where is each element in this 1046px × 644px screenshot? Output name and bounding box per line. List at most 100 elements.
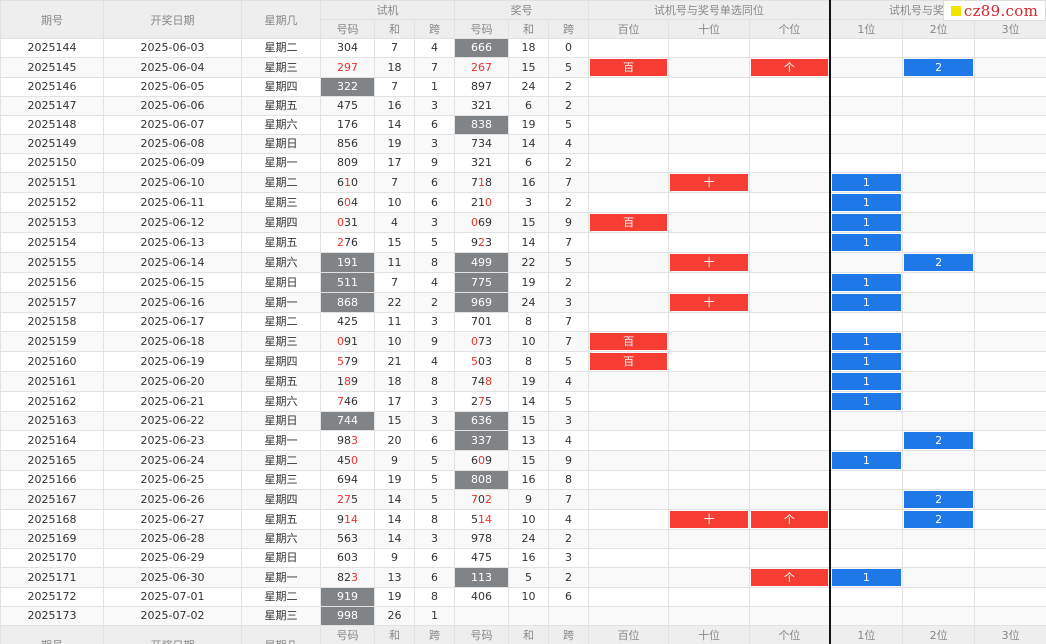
prize-code-cell: 808 [454, 470, 510, 490]
tens-hit-cell: 十 [668, 172, 751, 193]
prize-span-cell: 5 [548, 391, 590, 412]
pos3-hit-cell [974, 391, 1046, 412]
trial-span-cell: 6 [413, 548, 456, 568]
prize-sum-cell: 14 [508, 232, 550, 253]
table-row: 2025166 2025-06-25 星期三 694 19 5 808 16 8 [0, 470, 1046, 490]
digit: 7 [478, 334, 486, 348]
date-cell: 2025-06-12 [103, 212, 242, 233]
pos1-hit-cell: 1 [828, 292, 904, 313]
digit: 8 [344, 433, 351, 447]
period-cell: 2025162 [0, 391, 104, 412]
pos3-hit-cell [974, 153, 1046, 173]
weekday-cell: 星期二 [241, 587, 321, 607]
digit: 4 [344, 394, 351, 408]
weekday-cell: 星期日 [241, 548, 321, 568]
pos1-hit-cell: 1 [828, 351, 904, 372]
date-cell: 2025-06-15 [103, 272, 242, 293]
digit: 0 [351, 175, 358, 189]
pos3-hit-cell [974, 509, 1046, 530]
ones-hit-cell [749, 252, 831, 273]
trial-sum-cell: 16 [374, 96, 415, 116]
footer-trial-code: 号码 [320, 625, 375, 644]
period-cell: 2025144 [0, 38, 104, 58]
ones-hit-cell: 个 [749, 509, 831, 530]
footer-prize-code: 号码 [454, 625, 510, 644]
table-row: 2025172 2025-07-01 星期二 919 19 8 406 10 6 [0, 587, 1046, 607]
digit: 3 [351, 570, 358, 584]
pos2-hit-cell [902, 606, 976, 626]
hundreds-hit-cell [588, 450, 670, 471]
prize-span-cell: 2 [548, 96, 590, 116]
trial-span-cell: 8 [413, 252, 456, 273]
weekday-cell: 星期五 [241, 371, 321, 392]
digit: 0 [485, 195, 493, 209]
header-prize-sum: 和 [508, 19, 550, 39]
prize-span-cell: 4 [548, 509, 590, 530]
trial-sum-cell: 9 [374, 548, 415, 568]
digit: 1 [351, 334, 358, 348]
pos1-hit-cell: 1 [828, 450, 904, 471]
weekday-cell: 星期三 [241, 331, 321, 352]
tens-hit-cell [668, 411, 751, 431]
ones-hit-cell [749, 587, 831, 607]
prize-span-cell: 9 [548, 450, 590, 471]
period-cell: 2025150 [0, 153, 104, 173]
header-hundreds: 百位 [588, 19, 670, 39]
digit: 4 [351, 512, 358, 526]
period-cell: 2025157 [0, 292, 104, 313]
tens-hit-cell [668, 351, 751, 372]
tens-hit-cell [668, 232, 751, 253]
weekday-cell: 星期六 [241, 252, 321, 273]
tens-hit-cell [668, 450, 751, 471]
digit: 1 [337, 374, 344, 388]
tens-hit-cell-chip: 十 [670, 294, 749, 311]
pos3-hit-cell [974, 96, 1046, 116]
period-cell: 2025159 [0, 331, 104, 352]
site-logo[interactable]: cz89.com [943, 0, 1046, 21]
trial-span-cell: 7 [413, 57, 456, 78]
pos1-hit-cell [828, 411, 904, 431]
hundreds-hit-cell [588, 252, 670, 273]
hundreds-hit-cell: 百 [588, 57, 670, 78]
digit: 5 [485, 394, 493, 408]
trial-span-cell: 3 [413, 411, 456, 431]
ones-hit-cell [749, 172, 831, 193]
digit: 7 [344, 354, 351, 368]
hundreds-hit-cell [588, 172, 670, 193]
pos3-hit-cell [974, 351, 1046, 372]
prize-sum-cell: 8 [508, 312, 550, 332]
date-cell: 2025-07-02 [103, 606, 242, 626]
ones-hit-cell [749, 351, 831, 372]
pos1-hit-cell: 1 [828, 192, 904, 213]
prize-sum-cell: 24 [508, 529, 550, 549]
pos1-hit-cell: 1 [828, 391, 904, 412]
trial-code-cell: 694 [320, 470, 375, 490]
digit: 5 [351, 492, 358, 506]
trial-sum-cell: 18 [374, 371, 415, 392]
prize-code-cell: 267 [454, 57, 510, 78]
digit: 9 [351, 354, 358, 368]
trial-sum-cell: 21 [374, 351, 415, 372]
tens-hit-cell [668, 192, 751, 213]
prize-code-cell: 897 [454, 77, 510, 97]
pos2-hit-cell [902, 134, 976, 154]
period-cell: 2025169 [0, 529, 104, 549]
header-period: 期号 [0, 0, 104, 39]
period-cell: 2025164 [0, 430, 104, 451]
tens-hit-cell [668, 391, 751, 412]
digit: 1 [344, 512, 351, 526]
table-row: 2025148 2025-06-07 星期六 176 14 6 838 19 5 [0, 115, 1046, 135]
prize-code-cell: 503 [454, 351, 510, 372]
prize-sum-cell: 8 [508, 351, 550, 372]
tens-hit-cell [668, 38, 751, 58]
period-cell: 2025173 [0, 606, 104, 626]
tens-hit-cell [668, 331, 751, 352]
ones-hit-cell-chip: 个 [751, 569, 828, 586]
digit: 9 [485, 453, 493, 467]
trial-span-cell: 3 [413, 391, 456, 412]
pos1-hit-cell [828, 470, 904, 490]
digit: 4 [478, 374, 486, 388]
prize-sum-cell: 22 [508, 252, 550, 273]
hundreds-hit-cell-chip: 百 [590, 353, 668, 370]
